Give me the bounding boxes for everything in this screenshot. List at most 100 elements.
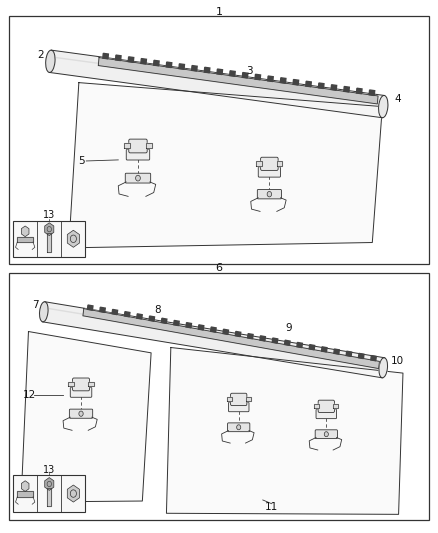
FancyBboxPatch shape xyxy=(258,167,280,177)
Polygon shape xyxy=(124,143,130,148)
Ellipse shape xyxy=(79,411,83,416)
Text: 7: 7 xyxy=(32,300,39,310)
Polygon shape xyxy=(146,143,152,148)
Polygon shape xyxy=(242,72,248,78)
Polygon shape xyxy=(103,53,108,59)
Polygon shape xyxy=(149,316,155,321)
Polygon shape xyxy=(331,85,337,90)
Polygon shape xyxy=(344,86,350,92)
Polygon shape xyxy=(124,312,130,317)
Polygon shape xyxy=(280,78,286,83)
Polygon shape xyxy=(346,351,352,357)
Polygon shape xyxy=(227,397,232,401)
Polygon shape xyxy=(154,60,159,66)
Polygon shape xyxy=(230,71,235,76)
Polygon shape xyxy=(333,403,338,408)
Bar xyxy=(13,475,85,512)
Polygon shape xyxy=(277,161,283,166)
Polygon shape xyxy=(223,329,229,334)
FancyBboxPatch shape xyxy=(316,409,336,418)
Polygon shape xyxy=(47,488,52,506)
FancyBboxPatch shape xyxy=(315,430,337,439)
Polygon shape xyxy=(318,83,324,88)
Ellipse shape xyxy=(237,425,241,430)
Polygon shape xyxy=(186,322,191,328)
Polygon shape xyxy=(137,314,142,319)
FancyBboxPatch shape xyxy=(229,402,249,411)
Polygon shape xyxy=(285,340,290,345)
FancyBboxPatch shape xyxy=(129,139,147,153)
Polygon shape xyxy=(211,327,216,332)
Polygon shape xyxy=(21,332,151,502)
FancyBboxPatch shape xyxy=(126,149,150,160)
Polygon shape xyxy=(166,62,172,68)
Polygon shape xyxy=(255,74,261,80)
Polygon shape xyxy=(49,50,384,118)
Polygon shape xyxy=(112,310,117,314)
FancyBboxPatch shape xyxy=(73,378,89,391)
Text: 13: 13 xyxy=(43,210,56,220)
Ellipse shape xyxy=(136,175,140,181)
Polygon shape xyxy=(88,382,94,386)
Polygon shape xyxy=(88,305,93,310)
Ellipse shape xyxy=(324,432,328,437)
Polygon shape xyxy=(128,57,134,62)
Bar xyxy=(9,273,429,520)
Text: 6: 6 xyxy=(215,263,223,273)
Polygon shape xyxy=(293,79,299,85)
FancyBboxPatch shape xyxy=(318,400,335,413)
Polygon shape xyxy=(68,382,74,386)
Text: 9: 9 xyxy=(286,323,293,333)
Polygon shape xyxy=(161,318,167,324)
Polygon shape xyxy=(235,332,241,336)
FancyBboxPatch shape xyxy=(69,409,93,418)
Polygon shape xyxy=(198,325,204,330)
Polygon shape xyxy=(369,90,374,95)
Bar xyxy=(13,221,85,257)
Polygon shape xyxy=(357,88,362,94)
Text: 5: 5 xyxy=(78,156,85,166)
FancyBboxPatch shape xyxy=(70,387,92,397)
Polygon shape xyxy=(272,338,278,343)
Polygon shape xyxy=(321,347,327,352)
Ellipse shape xyxy=(379,358,388,378)
Polygon shape xyxy=(47,233,52,252)
FancyBboxPatch shape xyxy=(257,190,281,199)
Polygon shape xyxy=(246,397,251,401)
FancyBboxPatch shape xyxy=(125,173,151,183)
Polygon shape xyxy=(17,491,33,497)
Text: 4: 4 xyxy=(394,94,401,103)
Polygon shape xyxy=(268,76,273,82)
Polygon shape xyxy=(334,349,339,354)
Polygon shape xyxy=(371,356,376,361)
Text: 13: 13 xyxy=(43,465,56,474)
Ellipse shape xyxy=(39,302,48,322)
FancyBboxPatch shape xyxy=(230,393,247,406)
Polygon shape xyxy=(166,348,403,514)
Polygon shape xyxy=(297,342,302,348)
Text: 12: 12 xyxy=(23,391,36,400)
Polygon shape xyxy=(83,309,379,368)
Polygon shape xyxy=(174,320,179,326)
FancyBboxPatch shape xyxy=(261,157,278,171)
Polygon shape xyxy=(260,336,265,341)
Text: 3: 3 xyxy=(246,67,253,76)
Polygon shape xyxy=(306,81,311,87)
Text: 1: 1 xyxy=(215,7,223,17)
Bar xyxy=(9,16,429,264)
Polygon shape xyxy=(98,58,378,104)
Polygon shape xyxy=(314,403,319,408)
Polygon shape xyxy=(42,302,385,378)
Text: 2: 2 xyxy=(37,51,44,60)
Polygon shape xyxy=(358,353,364,359)
Polygon shape xyxy=(309,345,314,350)
Ellipse shape xyxy=(46,50,55,72)
Polygon shape xyxy=(141,59,146,64)
Polygon shape xyxy=(100,307,105,312)
Text: 11: 11 xyxy=(265,503,278,512)
Polygon shape xyxy=(17,237,33,242)
Text: 8: 8 xyxy=(154,305,161,315)
Polygon shape xyxy=(217,69,223,75)
Ellipse shape xyxy=(378,95,388,118)
FancyBboxPatch shape xyxy=(228,423,250,432)
